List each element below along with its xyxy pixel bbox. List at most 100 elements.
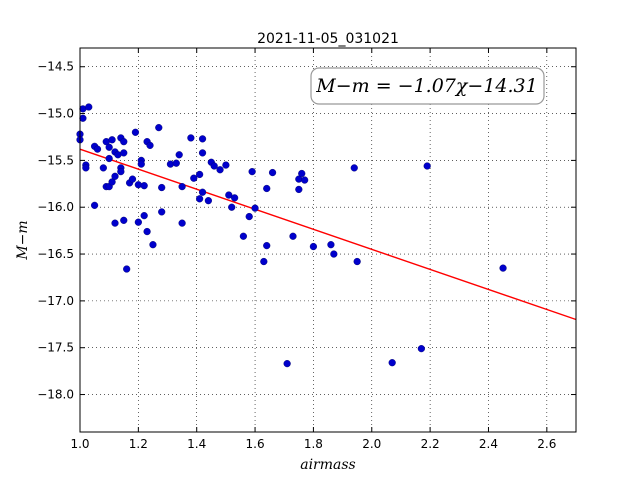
data-point — [231, 194, 239, 202]
data-point — [289, 232, 297, 240]
data-point — [93, 145, 102, 153]
grid-lines — [79, 48, 576, 432]
data-point — [216, 166, 224, 174]
x-tick-label: 2.0 — [362, 437, 381, 451]
y-tick-labels: −14.5 −15.0 −15.5 −16.0 −16.5 −17.0 −17.5 −18.0 — [37, 60, 74, 402]
data-point — [283, 360, 291, 368]
x-tick-label: 2.6 — [537, 437, 556, 451]
data-point — [239, 232, 247, 240]
data-point — [245, 212, 253, 221]
fit-annotation: M−m = −1.07χ−14.31 — [310, 67, 545, 105]
data-point — [350, 164, 358, 172]
data-point — [140, 212, 148, 220]
data-point — [196, 170, 204, 179]
data-point — [120, 149, 128, 157]
fit-line-group — [79, 148, 577, 321]
data-points — [76, 103, 507, 368]
data-point — [298, 169, 306, 178]
fit-equation-label: M−m = −1.07χ−14.31 — [315, 75, 537, 97]
plot-frame — [79, 47, 577, 433]
data-point — [178, 219, 186, 227]
data-point — [105, 154, 113, 163]
data-point — [149, 241, 157, 249]
data-point — [108, 178, 116, 186]
data-point — [123, 265, 131, 273]
data-point — [499, 264, 507, 272]
data-point — [146, 141, 154, 150]
x-tick-label: 1.0 — [70, 437, 89, 451]
data-point — [417, 345, 425, 353]
y-tick-label: −18.0 — [37, 388, 74, 402]
data-point — [198, 135, 207, 143]
data-point — [79, 114, 87, 122]
data-point — [222, 161, 230, 169]
x-tick-label: 2.2 — [421, 437, 440, 451]
y-tick-label: −16.0 — [37, 200, 74, 214]
data-point — [120, 216, 128, 224]
data-point — [263, 184, 271, 193]
y-tick-label: −15.0 — [37, 107, 74, 121]
y-tick-label: −17.5 — [37, 341, 74, 355]
x-tick-label: 1.6 — [246, 437, 265, 451]
data-point — [388, 359, 396, 367]
data-point — [190, 174, 198, 182]
data-point — [309, 242, 318, 251]
data-point — [117, 168, 125, 176]
data-point — [143, 227, 151, 236]
data-point — [90, 201, 99, 209]
data-point — [175, 151, 183, 159]
data-point — [198, 149, 207, 157]
y-tick-label: −15.5 — [37, 153, 74, 167]
data-point — [82, 164, 90, 172]
data-point — [198, 188, 207, 196]
data-point — [330, 250, 338, 258]
data-point — [140, 182, 148, 190]
data-point — [225, 191, 233, 199]
x-tick-label: 1.8 — [304, 437, 323, 451]
data-point — [327, 241, 335, 249]
data-point — [210, 162, 218, 170]
x-tick-label: 1.2 — [129, 437, 148, 451]
y-axis-label: M−m — [15, 220, 31, 260]
data-point — [128, 175, 137, 183]
data-point — [85, 103, 93, 111]
data-point — [263, 242, 271, 250]
data-point — [111, 219, 119, 227]
fit-annotation-box — [310, 67, 545, 105]
data-point — [204, 197, 212, 205]
data-point — [423, 162, 431, 170]
y-tick-label: −17.0 — [37, 294, 74, 308]
data-point — [178, 183, 186, 191]
data-point — [248, 168, 256, 176]
data-point — [111, 172, 119, 180]
chart-title: 2021-11-05_031021 — [257, 31, 399, 47]
data-point — [187, 134, 195, 142]
y-tick-label: −14.5 — [37, 60, 74, 74]
data-point — [301, 176, 309, 184]
data-point — [134, 218, 142, 226]
data-point — [295, 185, 303, 194]
data-point — [120, 138, 128, 146]
y-tick-label: −16.5 — [37, 247, 74, 261]
data-point — [158, 208, 166, 216]
x-axis-label: airmass — [300, 457, 356, 473]
x-tick-label: 1.4 — [187, 437, 206, 451]
fit-line — [79, 148, 577, 321]
data-point — [228, 203, 236, 211]
data-point — [268, 168, 277, 177]
data-point — [260, 257, 268, 266]
data-point — [108, 136, 116, 144]
x-tick-label: 2.4 — [479, 437, 498, 451]
data-point — [155, 124, 163, 132]
data-point — [158, 183, 166, 192]
data-point — [172, 159, 180, 167]
data-point — [353, 257, 361, 266]
data-point — [105, 143, 113, 151]
data-point — [99, 164, 107, 172]
data-point — [131, 128, 140, 136]
x-tick-labels: 1.0 1.2 1.4 1.6 1.8 2.0 2.2 2.4 2.6 — [70, 437, 556, 451]
data-point — [196, 195, 204, 203]
data-point — [251, 204, 259, 212]
data-point — [137, 160, 145, 168]
